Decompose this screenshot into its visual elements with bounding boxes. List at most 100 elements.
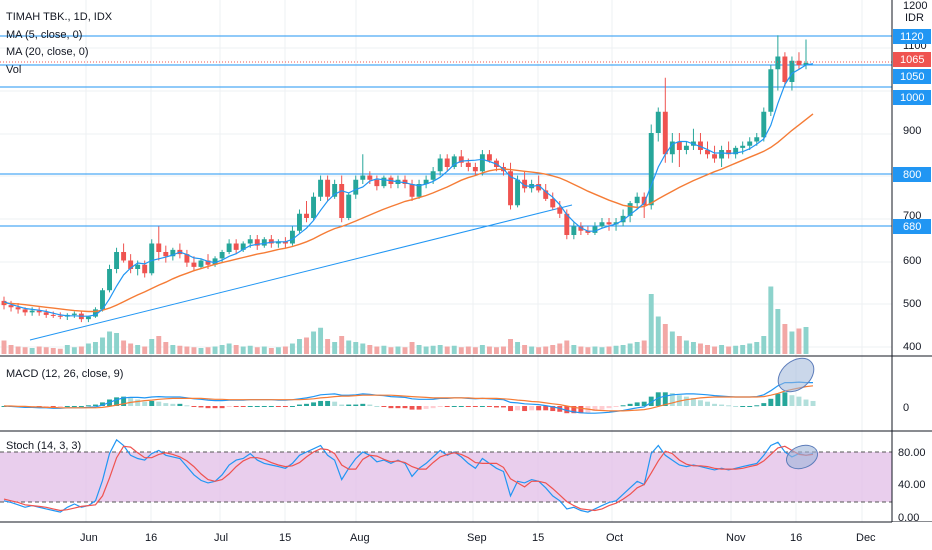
candle-body [275, 241, 281, 244]
macd-hist-bar [712, 403, 718, 406]
candle-body [479, 154, 485, 172]
macd-hist-bar [627, 403, 633, 406]
volume-bar [458, 347, 464, 354]
volume-bar [78, 346, 84, 354]
signal-line [4, 385, 814, 412]
candle-body [261, 239, 267, 246]
time-tick: Jun [80, 532, 98, 544]
bottom-corner [892, 522, 932, 550]
volume-bar [219, 345, 225, 354]
vol-legend[interactable]: Vol [6, 64, 21, 76]
volume-bar [740, 345, 746, 354]
time-axis[interactable]: Jun 16 Jul 15 Aug Sep 15 Oct Nov 16 Dec [80, 532, 876, 544]
candle-body [50, 314, 56, 316]
macd-hist-bar [247, 406, 253, 407]
volume-bar [64, 345, 70, 354]
macd-hist-bar [465, 406, 471, 407]
candle-body [311, 196, 317, 218]
volume-bar [275, 347, 281, 354]
candle-body [339, 184, 345, 218]
time-tick: 15 [532, 532, 544, 544]
time-tick: Sep [467, 532, 487, 544]
time-tick: Nov [726, 532, 746, 544]
volume-bar [71, 347, 77, 354]
volume-bar [564, 340, 570, 354]
candle-body [85, 316, 91, 320]
volume-bar [578, 346, 584, 354]
candle-body [423, 179, 429, 184]
volume-bar [191, 347, 197, 354]
candle-body [297, 213, 302, 231]
volume-bar [304, 337, 309, 354]
time-tick: 16 [790, 532, 802, 544]
volume-bar [8, 345, 14, 354]
macd-hist-bar [121, 396, 127, 406]
candle-body [655, 111, 661, 133]
candle-body [381, 177, 387, 187]
macd-axis[interactable]: 0 [903, 402, 909, 414]
macd-hist-bar [803, 399, 809, 406]
macd-hist-bar [655, 392, 661, 406]
volume-bar [437, 345, 443, 354]
ma5-legend[interactable]: MA (5, close, 0) [6, 29, 82, 41]
time-tick: Aug [350, 532, 370, 544]
volume-bar [247, 345, 253, 354]
macd-hist-bar [135, 399, 141, 406]
macd-hist-bar [430, 406, 436, 409]
candle-body [184, 254, 190, 263]
volume-bar [318, 327, 324, 354]
symbol-title[interactable]: TIMAH TBK., 1D, IDX [6, 11, 113, 23]
candle-body [226, 243, 232, 252]
macd-hist-bar [416, 406, 422, 410]
candle-body [156, 243, 162, 252]
candle-body [754, 137, 760, 142]
ma20-legend[interactable]: MA (20, close, 0) [6, 46, 89, 58]
stoch-axis[interactable]: 80.00 40.00 0.00 [898, 447, 926, 524]
price-tick: 600 [903, 255, 921, 267]
macd-line [3, 381, 813, 414]
candle-body [402, 179, 408, 184]
stoch-band [0, 452, 892, 502]
macd-hist-bar [198, 406, 204, 408]
volume-bar [353, 342, 359, 354]
candle-body [761, 111, 767, 138]
macd-hist-bar [592, 406, 598, 412]
macd-hist-bar [733, 406, 739, 407]
volume-bar [311, 331, 317, 354]
macd-hist-bar [191, 406, 197, 407]
volume-bar [254, 347, 260, 354]
candle-body [733, 147, 739, 155]
volume-bar [515, 342, 521, 354]
macd-hist-bar [578, 406, 584, 414]
volume-bar [634, 342, 640, 354]
macd-hist-bar [564, 406, 570, 414]
volume-bar [613, 345, 619, 354]
macd-hist-bar [282, 406, 288, 407]
price-tick: 900 [903, 125, 921, 137]
candle-body [465, 162, 471, 167]
macd-hist-bar [212, 406, 218, 409]
macd-hist-bar [444, 406, 450, 407]
candle-body [416, 184, 422, 197]
stoch-legend[interactable]: Stoch (14, 3, 3) [6, 440, 81, 452]
macd-histogram [1, 392, 816, 414]
ma20-line [3, 113, 814, 313]
candle-body [775, 56, 781, 70]
macd-hist-bar [543, 406, 549, 411]
macd-hist-bar [508, 406, 513, 412]
macd-annotation-ellipse [777, 357, 815, 393]
candle-body [92, 309, 98, 317]
macd-hist-bar [472, 406, 478, 407]
macd-hist-bar [332, 401, 338, 406]
volume-bar [121, 340, 127, 354]
volume-bar [479, 345, 485, 354]
macd-hist-bar [367, 404, 373, 406]
stoch-annotation-ellipse [786, 444, 818, 470]
macd-legend[interactable]: MACD (12, 26, close, 9) [6, 368, 123, 380]
candle-body [353, 179, 359, 195]
macd-hist-bar [662, 392, 668, 406]
macd-hist-bar [71, 406, 77, 407]
volume-bar [332, 342, 338, 354]
candle-body [536, 184, 542, 191]
